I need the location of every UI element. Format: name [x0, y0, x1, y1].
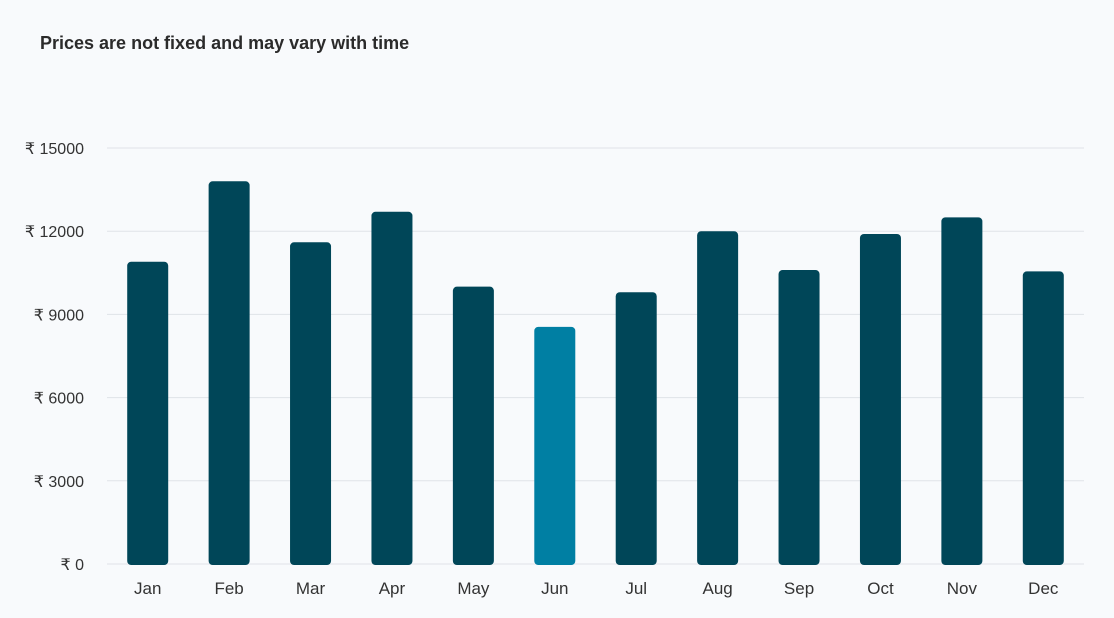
y-tick-label: ₹ 12000 — [25, 224, 84, 241]
x-tick-label: Sep — [784, 579, 814, 598]
bar-aug[interactable] — [697, 231, 739, 565]
x-tick-label: Jan — [134, 579, 161, 598]
bar-sep[interactable] — [778, 270, 820, 565]
y-tick-label: ₹ 6000 — [34, 391, 84, 408]
bar-jan[interactable] — [127, 261, 169, 565]
bar-mar[interactable] — [290, 242, 332, 565]
bars — [127, 181, 1064, 566]
y-tick-label: ₹ 0 — [60, 557, 84, 574]
x-tick-label: Feb — [214, 579, 243, 598]
bar-nov[interactable] — [941, 217, 983, 566]
y-tick-label: ₹ 9000 — [34, 307, 84, 324]
bar-jun[interactable] — [534, 326, 576, 565]
gridlines — [107, 147, 1084, 565]
x-tick-label: Nov — [947, 579, 978, 598]
x-tick-label: Jun — [541, 579, 568, 598]
y-axis-ticks: ₹ 0 ₹ 3000 ₹ 6000 ₹ 9000 ₹ 12000 ₹ 15000 — [25, 141, 84, 574]
x-tick-label: Mar — [296, 579, 326, 598]
chart-title: Prices are not fixed and may vary with t… — [40, 33, 410, 53]
x-tick-label: Apr — [379, 579, 406, 598]
bar-may[interactable] — [452, 286, 494, 565]
y-tick-label: ₹ 15000 — [25, 141, 84, 158]
bar-oct[interactable] — [859, 233, 901, 565]
x-axis-labels: Jan Feb Mar Apr May Jun Jul Aug Sep Oct Nov Dec — [134, 579, 1059, 598]
bar-dec[interactable] — [1022, 271, 1064, 565]
y-tick-label: ₹ 3000 — [34, 474, 84, 491]
x-tick-label: Oct — [867, 579, 894, 598]
x-tick-label: Jul — [625, 579, 647, 598]
x-tick-label: Dec — [1028, 579, 1059, 598]
bar-apr[interactable] — [371, 211, 413, 565]
x-tick-label: Aug — [703, 579, 733, 598]
bar-feb[interactable] — [208, 181, 250, 565]
bar-jul[interactable] — [615, 292, 657, 565]
x-tick-label: May — [457, 579, 490, 598]
